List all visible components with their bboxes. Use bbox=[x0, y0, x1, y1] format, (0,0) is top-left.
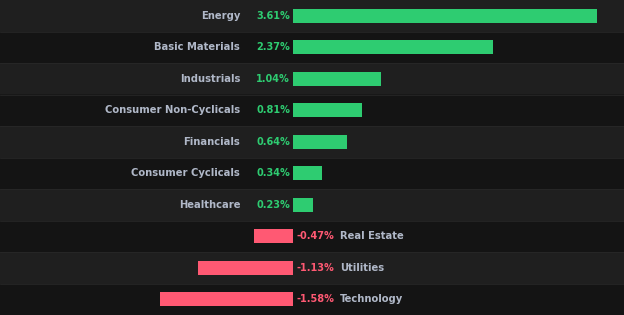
Bar bbox=[293, 9, 597, 23]
Text: Basic Materials: Basic Materials bbox=[155, 42, 240, 52]
Bar bbox=[0, 0, 624, 32]
Text: Technology: Technology bbox=[340, 294, 403, 304]
Bar bbox=[0, 220, 624, 252]
Text: 0.23%: 0.23% bbox=[256, 200, 290, 210]
Bar bbox=[0, 189, 624, 220]
Text: 1.04%: 1.04% bbox=[256, 74, 290, 84]
Bar bbox=[160, 292, 293, 306]
Text: Energy: Energy bbox=[201, 11, 240, 21]
Text: -1.13%: -1.13% bbox=[296, 263, 334, 273]
Bar bbox=[0, 158, 624, 189]
Bar bbox=[0, 63, 624, 94]
Text: 0.64%: 0.64% bbox=[256, 137, 290, 147]
Text: Consumer Non-Cyclicals: Consumer Non-Cyclicals bbox=[105, 105, 240, 115]
Bar bbox=[0, 94, 624, 126]
Bar bbox=[293, 166, 322, 180]
Text: -1.58%: -1.58% bbox=[296, 294, 334, 304]
Bar bbox=[293, 72, 381, 86]
Bar bbox=[293, 135, 347, 149]
Text: Financials: Financials bbox=[183, 137, 240, 147]
Bar bbox=[198, 261, 293, 275]
Bar bbox=[0, 284, 624, 315]
Bar bbox=[293, 103, 361, 117]
Text: 2.37%: 2.37% bbox=[256, 42, 290, 52]
Bar bbox=[293, 40, 493, 54]
Text: Healthcare: Healthcare bbox=[178, 200, 240, 210]
Text: 0.34%: 0.34% bbox=[256, 168, 290, 178]
Text: Real Estate: Real Estate bbox=[340, 231, 404, 241]
Text: -0.47%: -0.47% bbox=[296, 231, 334, 241]
Bar bbox=[0, 32, 624, 63]
Bar bbox=[254, 229, 293, 243]
Text: Consumer Cyclicals: Consumer Cyclicals bbox=[132, 168, 240, 178]
Text: Utilities: Utilities bbox=[340, 263, 384, 273]
Bar bbox=[293, 198, 313, 212]
Text: 3.61%: 3.61% bbox=[256, 11, 290, 21]
Bar bbox=[0, 252, 624, 284]
Text: 0.81%: 0.81% bbox=[256, 105, 290, 115]
Bar bbox=[0, 126, 624, 158]
Text: Industrials: Industrials bbox=[180, 74, 240, 84]
